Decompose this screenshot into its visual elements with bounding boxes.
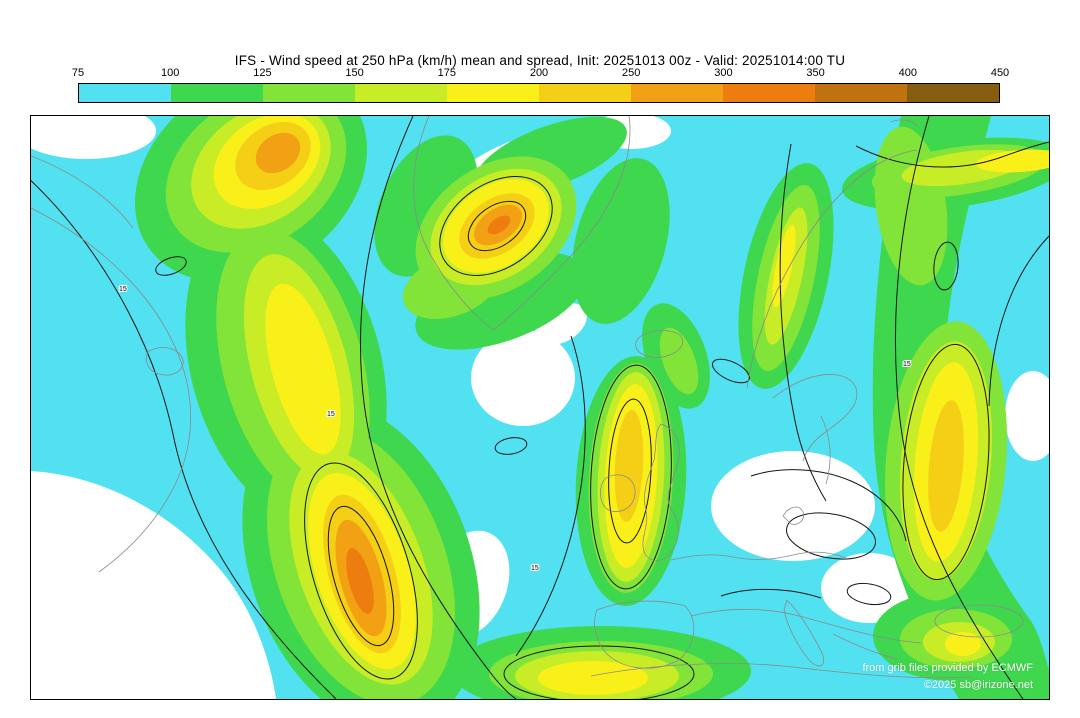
spread-loop [711,358,751,384]
isotach-loop [503,645,695,699]
map-area: 15 15 15 15 from grib files provided by … [30,115,1050,700]
colorbar-segment [447,84,539,102]
coastline [145,347,184,376]
coastline-baltic [772,374,858,462]
spread-loop [494,437,528,455]
isotach-loop [902,343,990,581]
wind-region-300 [346,215,511,614]
wind-speed-regions [31,116,1049,699]
isotach-loop [439,176,553,276]
isotach-loop [467,200,527,252]
colorbar-tick-label: 450 [990,67,1010,79]
colorbar-tick-label: 250 [622,67,641,79]
colorbar-tick-label: 125 [253,67,272,79]
wind-region [945,632,981,656]
colorbar-tick-label: 100 [161,67,180,79]
colorbar-tick-label: 175 [437,67,456,79]
colorbar-tick-label: 350 [806,67,825,79]
wind-region [346,548,374,614]
spread-loop [155,256,187,276]
colorbar-segment [907,84,999,102]
colorbar-tick-label: 150 [345,67,364,79]
contour-label: 15 [327,411,335,418]
colorbar-segment [355,84,447,102]
coastline-uk [642,423,680,561]
isotach-line [359,116,517,699]
colorbar-segment [171,84,263,102]
coastline-africa [590,663,972,679]
wind-field-map: 15 15 15 15 [31,116,1049,699]
calm-region [31,116,156,159]
credit-source: from grib files provided by ECMWF [862,662,1033,674]
calm-region [31,471,276,699]
wind-region [265,283,341,455]
spread-loop [786,512,876,560]
contour-labels: 15 15 15 15 [118,285,912,573]
wind-region [772,224,796,308]
coastline-mediterranean [690,608,922,644]
colorbar-segment [263,84,355,102]
coastline-denmark [782,506,805,525]
chart-title: IFS - Wind speed at 250 hPa (km/h) mean … [234,53,846,68]
coastline-svalbard [890,119,918,127]
coastline-greenland [413,116,631,331]
isotach-line [515,335,586,657]
credit-copyright: ©2025 sb@irizone.net [923,678,1033,691]
colorbar [78,83,1000,103]
colorbar-segment [539,84,631,102]
coastline-italy [783,599,825,667]
wind-region [976,149,1049,173]
coastline-iceland [635,330,684,358]
credits: from grib files provided by ECMWF ©2025 … [862,660,1033,693]
wind-region [538,661,648,695]
calm-region [1005,371,1049,461]
colorbar-segment [723,84,815,102]
coastline-norway [746,149,918,389]
contour-label: 15 [531,565,539,572]
wind-region [614,410,644,522]
wind-region [415,252,587,350]
contour-label: 15 [903,361,911,368]
spread-line [750,469,907,542]
spread-loop [933,241,959,291]
colorbar-segment [815,84,907,102]
isotach-loop [590,364,672,590]
calm-region [711,451,875,561]
spread-line [720,588,822,599]
wind-region [928,400,964,532]
colorbar-tick-labels: 75 100 125 150 175 200 250 300 350 400 450 [72,67,1009,80]
coastline [31,155,134,229]
coastline-balkans [832,633,898,660]
isotach-line [988,235,1049,407]
coastline-black-sea [934,604,1024,638]
colorbar-tick-label: 300 [714,67,733,79]
coastline [820,415,831,485]
wind-region [487,215,511,235]
isotach-loop [608,398,652,544]
calm-region [821,553,917,623]
isotach-loop [304,462,418,680]
calm-region [471,330,575,426]
colorbar-tick-label: 200 [529,67,549,79]
coastline [31,207,192,573]
colorbar-segment [79,84,171,102]
isotach-line [31,180,337,699]
isotach-loop [327,505,395,647]
colorbar-tick-label: 75 [71,67,85,79]
wind-region [255,132,301,174]
coastline-iberia [594,600,695,669]
wind-region [572,158,670,324]
colorbar-tick-label: 400 [898,67,917,79]
coastline [670,551,847,561]
coastline-ireland [600,474,636,512]
isotach-line [855,141,1049,168]
spread-loop [846,582,892,606]
contour-label: 15 [119,286,127,293]
colorbar-segment [631,84,723,102]
wind-region [659,327,699,395]
isotach-line [779,143,827,502]
coastlines [31,116,1024,679]
